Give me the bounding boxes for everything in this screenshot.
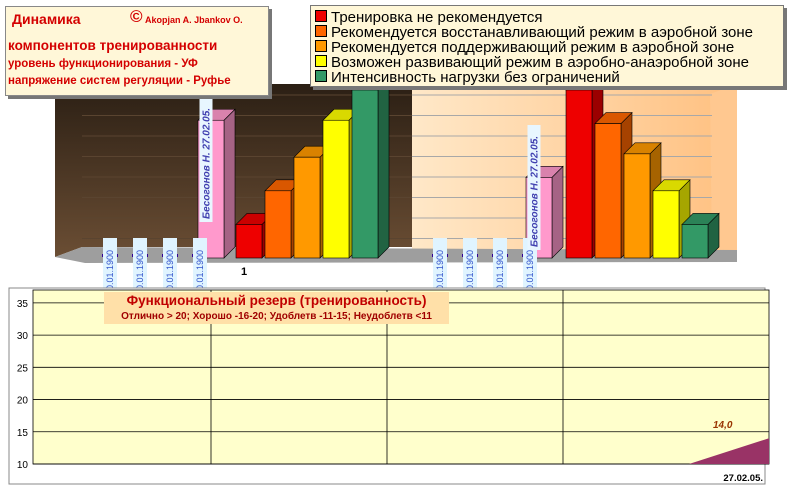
reserve-y-tick: 25 bbox=[17, 363, 29, 374]
reserve-x-label: 27.02.05. bbox=[723, 473, 763, 484]
reserve-title: Функциональный резерв (тренированность) bbox=[126, 293, 427, 308]
date-label: 00.01.1900 bbox=[433, 238, 447, 298]
reserve-y-axis: 35 30 25 20 15 10 bbox=[17, 299, 29, 471]
legend-item: Рекомендуется восстанавливающий режим в … bbox=[315, 25, 753, 40]
title-line1: Динамика bbox=[12, 11, 81, 27]
legend-swatch bbox=[315, 10, 327, 22]
svg-text:Бесогонов Н. 27.02.05.: Бесогонов Н. 27.02.05. bbox=[202, 108, 213, 219]
svg-text:00.01.1900: 00.01.1900 bbox=[525, 250, 535, 295]
legend-label: Возможен развивающий режим в аэробно-ана… bbox=[331, 54, 749, 71]
legend-item: Тренировка не рекомендуется bbox=[315, 10, 542, 25]
reserve-y-tick: 20 bbox=[17, 396, 29, 407]
zone-bar bbox=[351, 78, 390, 259]
legend-item: Рекомендуется поддерживающий режим в аэр… bbox=[315, 40, 734, 55]
svg-text:00.01.1900: 00.01.1900 bbox=[105, 250, 115, 295]
date-label: 00.01.1900 bbox=[523, 238, 537, 298]
legend-swatch bbox=[315, 25, 327, 37]
title-line2: компонентов тренированности bbox=[8, 38, 218, 53]
legend-item: Возможен развивающий режим в аэробно-ана… bbox=[315, 55, 749, 70]
date-label: 00.01.1900 bbox=[493, 238, 507, 298]
reserve-y-tick: 35 bbox=[17, 299, 29, 310]
svg-text:00.01.1900: 00.01.1900 bbox=[465, 250, 475, 295]
legend-item: Интенсивность нагрузки без ограничений bbox=[315, 70, 620, 85]
svg-text:Бесогонов Н. 27.02.05.: Бесогонов Н. 27.02.05. bbox=[530, 136, 541, 247]
legend-swatch bbox=[315, 55, 327, 67]
legend-swatch bbox=[315, 70, 327, 82]
svg-text:00.01.1900: 00.01.1900 bbox=[495, 250, 505, 295]
reserve-area-series bbox=[689, 438, 769, 464]
reserve-y-tick: 15 bbox=[17, 428, 29, 439]
reserve-y-tick: 30 bbox=[17, 331, 29, 342]
legend-label: Рекомендуется восстанавливающий режим в … bbox=[331, 24, 754, 41]
zone-bar bbox=[681, 212, 720, 259]
legend: Тренировка не рекомендуется Рекомендуется… bbox=[310, 5, 784, 87]
title-authors: Akopjan A. Jbankov O. bbox=[145, 15, 243, 25]
category-label-1: 1 bbox=[241, 266, 247, 278]
person-label: Бесогонов Н. 27.02.05. bbox=[199, 97, 213, 222]
title-line3: уровень функционирования - УФ bbox=[8, 58, 198, 70]
legend-label: Рекомендуется поддерживающий режим в аэр… bbox=[331, 39, 735, 56]
date-label: 00.01.1900 bbox=[463, 238, 477, 298]
svg-text:00.01.1900: 00.01.1900 bbox=[435, 250, 445, 295]
legend-label: Тренировка не рекомендуется bbox=[331, 9, 543, 26]
legend-label: Интенсивность нагрузки без ограничений bbox=[331, 69, 620, 86]
copyright-symbol: © bbox=[130, 7, 143, 26]
date-label: 00.01.1900 bbox=[193, 238, 207, 298]
reserve-subtitle: Отлично > 20; Хорошо -16-20; Удоблетв -1… bbox=[121, 311, 432, 322]
svg-text:00.01.1900: 00.01.1900 bbox=[165, 250, 175, 295]
person-label: Бесогонов Н. 27.02.05. bbox=[527, 125, 541, 250]
svg-text:00.01.1900: 00.01.1900 bbox=[135, 250, 145, 295]
title-line4: напряжение систем регуляции - Руфье bbox=[8, 75, 231, 87]
title-box: Динамика © Akopjan A. Jbankov O. компоне… bbox=[5, 6, 269, 96]
reserve-data-label: 14,0 bbox=[713, 420, 733, 431]
reserve-y-tick: 10 bbox=[17, 460, 29, 471]
bar-label-area: 00.01.1900 00.01.1900 00.01.1900 00.01.1900… bbox=[103, 97, 541, 298]
date-label: 00.01.1900 bbox=[133, 238, 147, 298]
reserve-title-box: Функциональный резерв (тренированность) … bbox=[104, 292, 449, 324]
svg-text:00.01.1900: 00.01.1900 bbox=[195, 250, 205, 295]
date-label: 00.01.1900 bbox=[103, 238, 117, 298]
date-label: 00.01.1900 bbox=[163, 238, 177, 298]
legend-swatch bbox=[315, 40, 327, 52]
